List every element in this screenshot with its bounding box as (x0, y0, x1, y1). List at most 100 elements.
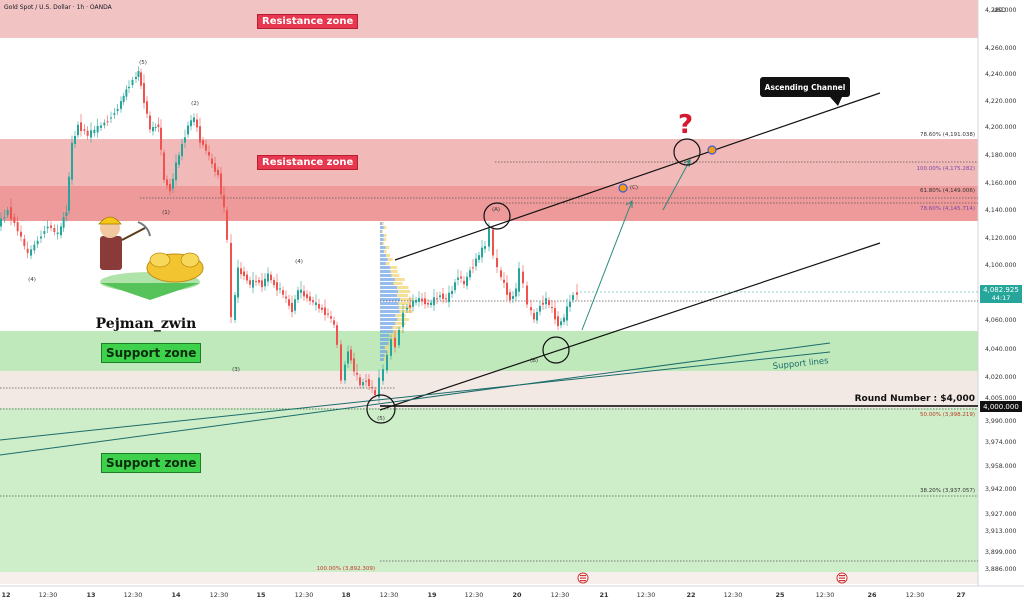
candle-body (146, 101, 148, 114)
volume-bar (380, 330, 394, 333)
candle-body (43, 231, 46, 234)
time-tick-label: 12:30 (210, 591, 229, 599)
candle-body (6, 209, 9, 216)
candle-body (496, 257, 498, 268)
candle-body (442, 293, 444, 299)
candle-body (135, 77, 137, 79)
candle-body (110, 117, 112, 119)
candle-body (125, 89, 128, 97)
candle-body (211, 158, 213, 164)
candle-body (246, 274, 248, 281)
candle-body (421, 298, 423, 302)
candle-body (560, 321, 562, 326)
volume-bar (380, 226, 384, 229)
fib-level-label: 78.60% (4,191.038) (920, 132, 975, 138)
candle-body (285, 296, 287, 299)
price-tick-label: 3,927.000 (985, 511, 1017, 518)
support-line-1 (0, 342, 831, 456)
candle-body (20, 231, 22, 237)
candle-body (533, 313, 535, 320)
candle-body (478, 255, 480, 260)
candle-body (572, 295, 574, 300)
candle-body (10, 207, 12, 220)
candle-body (551, 307, 553, 309)
volume-bar (389, 334, 396, 337)
candle-body (181, 143, 183, 157)
volume-bar (380, 266, 391, 269)
candle-body (120, 101, 122, 109)
candle-body (488, 228, 490, 247)
volume-bar (380, 346, 385, 349)
price-tick-label: 4,200.000 (985, 124, 1017, 131)
candle-body (460, 276, 462, 279)
volume-bar (380, 322, 396, 325)
time-axis[interactable] (0, 586, 978, 602)
fib-level-label: 78.60% (4,145.714) (920, 206, 975, 212)
candle-body (439, 295, 441, 298)
candle-body (143, 83, 145, 103)
time-tick-label: 12:30 (295, 591, 314, 599)
volume-bar (398, 306, 412, 309)
candle-body (463, 280, 465, 285)
price-tick-label: 3,913.000 (985, 528, 1017, 535)
ascending-channel-callout: Ascending Channel (760, 77, 850, 106)
volume-bar (380, 314, 396, 317)
candle-body (190, 120, 192, 127)
price-tick-label: 4,040.000 (985, 346, 1017, 353)
candle-body (100, 125, 102, 128)
candle-body (566, 306, 568, 321)
candle-body (214, 163, 216, 172)
wave-label: (4) (295, 259, 303, 265)
event-flag-icon[interactable] (577, 572, 589, 584)
candle-body (291, 302, 293, 313)
volume-bar (380, 238, 384, 241)
candle-body (386, 354, 388, 371)
volume-bar (380, 222, 383, 225)
candle-body (23, 238, 26, 247)
candle-body (282, 290, 284, 295)
price-tick-label: 4,240.000 (985, 71, 1017, 78)
candle-body (0, 218, 2, 227)
volume-bar (381, 230, 383, 233)
candle-body (131, 79, 134, 86)
candle-body (264, 278, 266, 287)
volume-bar (380, 246, 386, 249)
candle-body (409, 304, 411, 308)
volume-bar (387, 258, 393, 261)
candle-body (569, 301, 571, 308)
candle-body (240, 268, 242, 275)
price-tick-label: 4,180.000 (985, 152, 1017, 159)
fib-level-label: 100.00% (4,175.282) (916, 166, 975, 172)
volume-bar (380, 234, 384, 237)
price-tick-label: 4,020.000 (985, 374, 1017, 381)
candle-body (93, 129, 96, 134)
candle-body (300, 289, 302, 293)
fib-labels: 78.60% (4,191.038) 100.00% (4,175.282) 61.… (316, 132, 975, 572)
candle-body (475, 258, 477, 267)
candle-body (415, 299, 417, 303)
volume-bar (398, 302, 411, 305)
time-tick-label: 12:30 (551, 591, 570, 599)
candle-body (390, 339, 392, 356)
event-flag-icon[interactable] (836, 572, 848, 584)
wave-label: (B) (530, 358, 538, 364)
candle-body (362, 382, 364, 386)
candle-body (365, 380, 367, 382)
time-axis-ticks: 12 12:30 13 12:30 14 12:30 15 12:30 18 12:30 19 12:… (1, 591, 965, 599)
candle-body (412, 300, 414, 307)
candle-body (309, 296, 311, 302)
time-tick-label: 12:30 (465, 591, 484, 599)
time-tick-label: 12:30 (906, 591, 925, 599)
volume-bar (383, 238, 387, 241)
author-mascot-icon (98, 216, 204, 300)
volume-bar (384, 346, 389, 349)
price-axis-ticks: 4,280.000 4,260.000 4,240.000 4,220.000 4,20… (985, 7, 1017, 573)
price-tick-label: 3,990.000 (985, 418, 1017, 425)
volume-bar (392, 326, 402, 329)
candle-body (509, 292, 511, 301)
candle-body (327, 313, 329, 315)
candle-body (353, 358, 355, 372)
candle-body (563, 317, 565, 322)
candle-body (515, 288, 517, 297)
